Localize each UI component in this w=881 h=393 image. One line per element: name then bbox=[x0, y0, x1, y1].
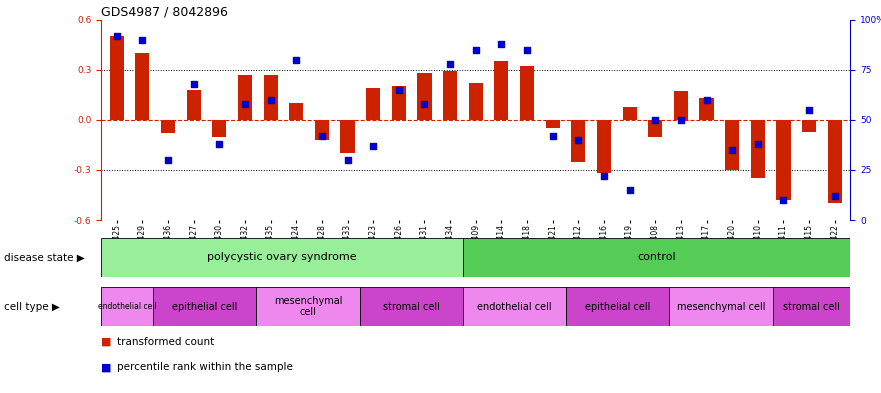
Text: disease state ▶: disease state ▶ bbox=[4, 252, 85, 263]
Point bbox=[828, 193, 842, 199]
Bar bbox=[545, 120, 559, 128]
Bar bbox=[392, 86, 406, 120]
Point bbox=[571, 137, 585, 143]
Bar bbox=[674, 92, 688, 120]
Bar bbox=[315, 120, 329, 140]
Bar bbox=[101, 238, 463, 277]
Point bbox=[136, 37, 150, 43]
Text: percentile rank within the sample: percentile rank within the sample bbox=[117, 362, 293, 373]
Bar bbox=[670, 287, 773, 326]
Point bbox=[776, 197, 790, 203]
Bar bbox=[212, 120, 226, 136]
Bar bbox=[340, 120, 354, 153]
Point bbox=[238, 101, 252, 107]
Text: endothelial cell: endothelial cell bbox=[98, 302, 157, 311]
Point bbox=[700, 97, 714, 103]
Text: mesenchymal
cell: mesenchymal cell bbox=[274, 296, 342, 317]
Point bbox=[751, 141, 765, 147]
Bar bbox=[443, 72, 457, 120]
Bar bbox=[136, 53, 150, 120]
Bar bbox=[828, 120, 842, 204]
Point bbox=[340, 157, 354, 163]
Text: transformed count: transformed count bbox=[117, 337, 214, 347]
Text: ■: ■ bbox=[101, 337, 112, 347]
Bar bbox=[494, 61, 508, 120]
Text: mesenchymal cell: mesenchymal cell bbox=[677, 301, 766, 312]
Text: control: control bbox=[637, 252, 676, 263]
Bar bbox=[161, 120, 175, 133]
Bar bbox=[623, 107, 637, 120]
Bar bbox=[366, 88, 381, 120]
Bar bbox=[725, 120, 739, 170]
Point bbox=[109, 33, 123, 39]
Text: polycystic ovary syndrome: polycystic ovary syndrome bbox=[207, 252, 357, 263]
Point bbox=[623, 187, 637, 193]
Point bbox=[802, 107, 816, 113]
Bar bbox=[700, 98, 714, 120]
Bar bbox=[469, 83, 483, 120]
Text: epithelial cell: epithelial cell bbox=[585, 301, 650, 312]
Bar bbox=[773, 287, 850, 326]
Bar bbox=[566, 287, 670, 326]
Bar bbox=[263, 75, 278, 120]
Text: ■: ■ bbox=[101, 362, 112, 373]
Bar bbox=[751, 120, 765, 178]
Bar bbox=[359, 287, 463, 326]
Text: endothelial cell: endothelial cell bbox=[478, 301, 552, 312]
Point bbox=[187, 81, 201, 87]
Point bbox=[494, 40, 508, 47]
Text: epithelial cell: epithelial cell bbox=[172, 301, 237, 312]
Text: stromal cell: stromal cell bbox=[382, 301, 440, 312]
Point bbox=[212, 141, 226, 147]
Bar bbox=[187, 90, 201, 120]
Text: stromal cell: stromal cell bbox=[783, 301, 840, 312]
Bar bbox=[597, 120, 611, 173]
Text: GDS4987 / 8042896: GDS4987 / 8042896 bbox=[101, 6, 228, 18]
Point bbox=[161, 157, 175, 163]
Point bbox=[418, 101, 432, 107]
Bar bbox=[648, 120, 663, 136]
Bar bbox=[776, 120, 790, 200]
Bar bbox=[256, 287, 359, 326]
Bar bbox=[101, 287, 153, 326]
Point bbox=[597, 173, 611, 179]
Point bbox=[263, 97, 278, 103]
Bar bbox=[153, 287, 256, 326]
Point bbox=[520, 47, 534, 53]
Point bbox=[443, 61, 457, 67]
Bar bbox=[802, 120, 816, 132]
Point bbox=[674, 117, 688, 123]
Bar bbox=[571, 120, 585, 162]
Bar bbox=[463, 238, 850, 277]
Point bbox=[648, 117, 663, 123]
Bar bbox=[109, 37, 123, 120]
Point bbox=[315, 133, 329, 139]
Bar bbox=[463, 287, 566, 326]
Bar bbox=[520, 66, 534, 120]
Point bbox=[725, 147, 739, 153]
Point bbox=[392, 86, 406, 93]
Text: cell type ▶: cell type ▶ bbox=[4, 301, 60, 312]
Point bbox=[469, 47, 483, 53]
Point bbox=[366, 143, 381, 149]
Bar bbox=[289, 103, 303, 120]
Bar bbox=[238, 75, 252, 120]
Bar bbox=[418, 73, 432, 120]
Point bbox=[545, 133, 559, 139]
Point bbox=[289, 57, 303, 63]
